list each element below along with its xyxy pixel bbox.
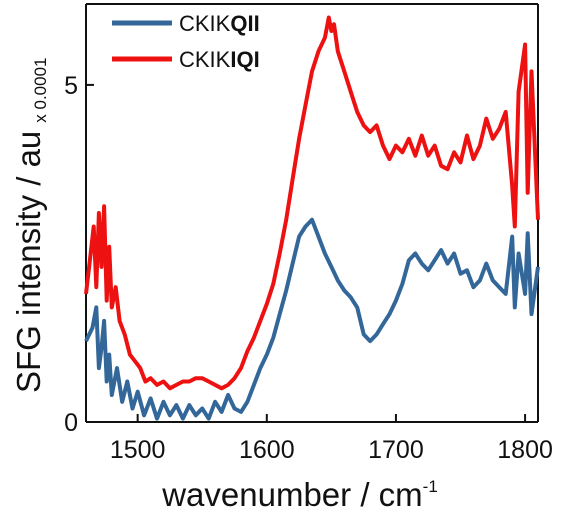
- series-line-1: [84, 15, 540, 391]
- y-tick-label: 0: [64, 409, 78, 437]
- x-tick-label: 1600: [239, 436, 295, 464]
- x-ticks: 1500 1600 1700 1800: [110, 414, 553, 464]
- series-line-0: [84, 217, 540, 421]
- x-tick-label: 1700: [368, 436, 424, 464]
- y-axis-title: SFG intensity / aux 0.0001: [10, 57, 50, 393]
- x-axis-title: wavenumber / cm-1: [161, 476, 438, 513]
- y-axis-title-group: SFG intensity / aux 0.0001: [10, 57, 50, 393]
- legend-label-series-0: CKIKQII: [179, 11, 260, 36]
- legend: CKIKQII CKIKIQI: [112, 11, 260, 72]
- y-ticks: 05: [64, 72, 94, 437]
- series-layer: [84, 15, 540, 421]
- y-tick-label: 5: [64, 72, 78, 100]
- plot-frame: [85, 3, 539, 423]
- x-tick-label: 1800: [497, 436, 553, 464]
- x-tick-label: 1500: [110, 436, 166, 464]
- legend-label-series-1: CKIKIQI: [179, 47, 260, 72]
